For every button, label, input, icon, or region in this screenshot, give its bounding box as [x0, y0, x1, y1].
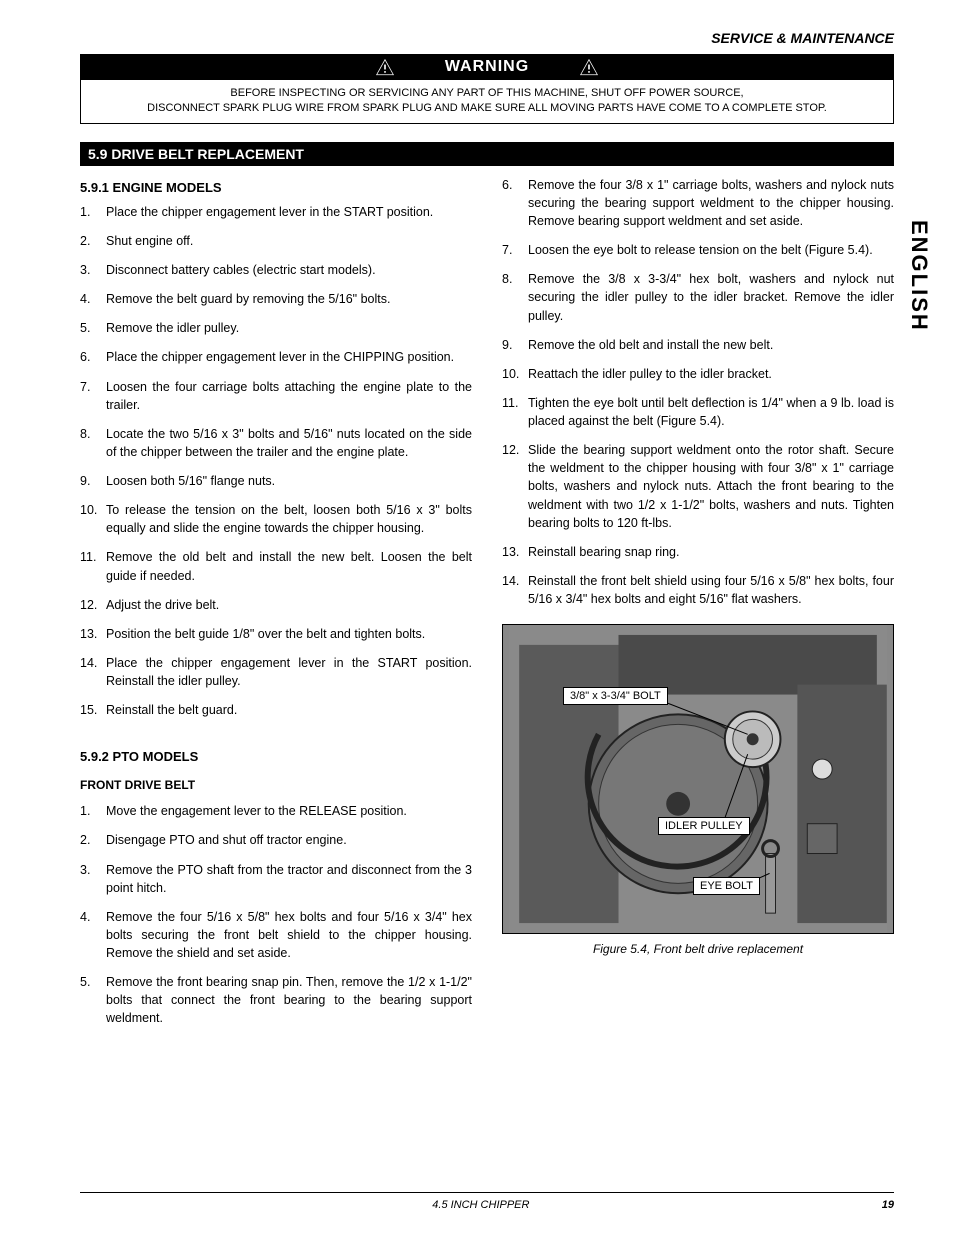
step: Remove the 3/8 x 3-3/4" hex bolt, washer… — [502, 270, 894, 324]
step: Reattach the idler pulley to the idler b… — [502, 365, 894, 383]
warning-triangle-icon — [375, 58, 395, 76]
step: Remove the old belt and install the new … — [502, 336, 894, 354]
callout-bolt: 3/8" x 3-3/4" BOLT — [563, 687, 668, 705]
front-drive-belt-label: FRONT DRIVE BELT — [80, 778, 472, 792]
callout-idler: IDLER PULLEY — [658, 817, 750, 835]
step: Place the chipper engagement lever in th… — [80, 348, 472, 366]
step: Place the chipper engagement lever in th… — [80, 654, 472, 690]
step: Reinstall bearing snap ring. — [502, 543, 894, 561]
language-tab: ENGLISH — [906, 220, 932, 332]
step: To release the tension on the belt, loos… — [80, 501, 472, 537]
step: Shut engine off. — [80, 232, 472, 250]
figure-caption: Figure 5.4, Front belt drive replacement — [502, 942, 894, 956]
step: Remove the four 5/16 x 5/8" hex bolts an… — [80, 908, 472, 962]
engine-models-steps: Place the chipper engagement lever in th… — [80, 203, 472, 720]
subheading-5-9-1: 5.9.1 ENGINE MODELS — [80, 180, 472, 195]
warning-triangle-icon — [579, 58, 599, 76]
step: Remove the belt guard by removing the 5/… — [80, 290, 472, 308]
section-heading-5-9: 5.9 DRIVE BELT REPLACEMENT — [80, 142, 894, 166]
left-column: 5.9.1 ENGINE MODELS Place the chipper en… — [80, 176, 472, 1039]
step: Remove the four 3/8 x 1" carriage bolts,… — [502, 176, 894, 230]
pto-front-steps-left: Move the engagement lever to the RELEASE… — [80, 802, 472, 1027]
step: Position the belt guide 1/8" over the be… — [80, 625, 472, 643]
warning-line-2: DISCONNECT SPARK PLUG WIRE FROM SPARK PL… — [91, 101, 883, 116]
step: Remove the old belt and install the new … — [80, 548, 472, 584]
callout-eye: EYE BOLT — [693, 877, 760, 895]
pto-front-steps-right: Remove the four 3/8 x 1" carriage bolts,… — [502, 176, 894, 608]
step: Move the engagement lever to the RELEASE… — [80, 802, 472, 820]
step: Adjust the drive belt. — [80, 596, 472, 614]
warning-bar: WARNING — [80, 54, 894, 80]
footer-page-number: 19 — [882, 1199, 894, 1211]
step: Loosen the four carriage bolts attaching… — [80, 378, 472, 414]
step: Remove the idler pulley. — [80, 319, 472, 337]
subheading-5-9-2: 5.9.2 PTO MODELS — [80, 749, 472, 764]
step: Slide the bearing support weldment onto … — [502, 441, 894, 532]
page-footer: 4.5 INCH CHIPPER 19 — [80, 1192, 894, 1211]
step: Tighten the eye bolt until belt deflecti… — [502, 394, 894, 430]
right-column: Remove the four 3/8 x 1" carriage bolts,… — [502, 176, 894, 1039]
footer-doc-title: 4.5 INCH CHIPPER — [432, 1199, 529, 1211]
step: Loosen the eye bolt to release tension o… — [502, 241, 894, 259]
step: Locate the two 5/16 x 3" bolts and 5/16"… — [80, 425, 472, 461]
warning-text-box: BEFORE INSPECTING OR SERVICING ANY PART … — [80, 80, 894, 124]
warning-line-1: BEFORE INSPECTING OR SERVICING ANY PART … — [91, 86, 883, 101]
step: Disengage PTO and shut off tractor engin… — [80, 831, 472, 849]
step: Reinstall the front belt shield using fo… — [502, 572, 894, 608]
step: Remove the PTO shaft from the tractor an… — [80, 861, 472, 897]
header-section-title: SERVICE & MAINTENANCE — [80, 30, 894, 46]
step: Place the chipper engagement lever in th… — [80, 203, 472, 221]
step: Reinstall the belt guard. — [80, 701, 472, 719]
figure-5-4: 3/8" x 3-3/4" BOLT IDLER PULLEY EYE BOLT — [502, 624, 894, 934]
step: Loosen both 5/16" flange nuts. — [80, 472, 472, 490]
warning-label: WARNING — [445, 58, 529, 76]
step: Remove the front bearing snap pin. Then,… — [80, 973, 472, 1027]
step: Disconnect battery cables (electric star… — [80, 261, 472, 279]
